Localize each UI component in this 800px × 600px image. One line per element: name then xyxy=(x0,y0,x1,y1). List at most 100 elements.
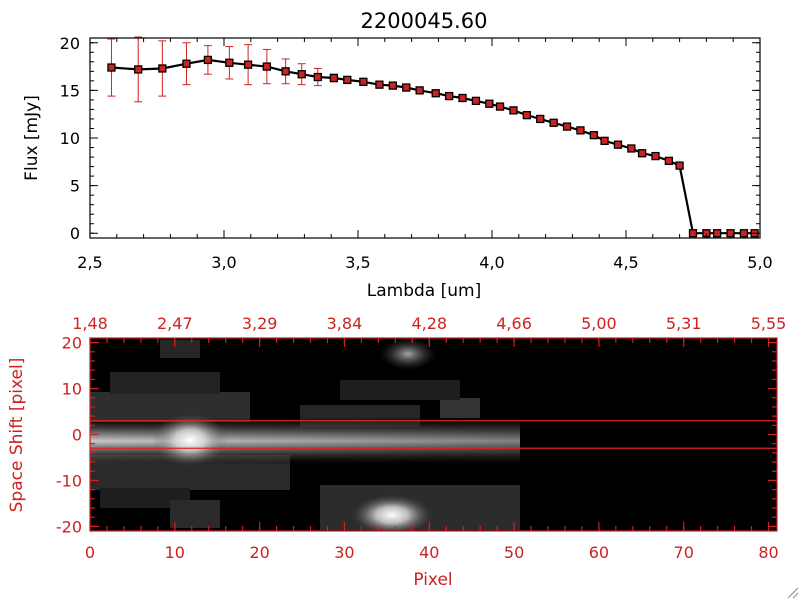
y-tick-label: 0 xyxy=(70,224,80,243)
y-tick-label: -10 xyxy=(56,471,82,490)
x-axis-label: Pixel xyxy=(413,570,452,590)
spectral-image xyxy=(90,338,777,531)
spectrum-data xyxy=(107,36,759,238)
data-point xyxy=(431,89,440,98)
data-point xyxy=(281,67,290,76)
x-tick-label: 3,0 xyxy=(211,253,236,272)
x-tick-label: 50 xyxy=(504,543,524,562)
data-point xyxy=(203,55,213,65)
top-tick-label: 3,29 xyxy=(242,314,278,333)
top-tick-label: 1,48 xyxy=(72,314,108,333)
data-point xyxy=(388,81,397,90)
data-point xyxy=(651,151,660,161)
data-point xyxy=(675,161,684,170)
top-source xyxy=(380,338,436,370)
y-axis-label: Space Shift [pixel] xyxy=(7,358,27,513)
x-tick-label: 2,5 xyxy=(77,253,102,272)
data-point xyxy=(509,106,518,115)
data-point xyxy=(726,229,735,238)
top-tick-label: 5,00 xyxy=(581,314,617,333)
data-point xyxy=(600,136,609,146)
x-axis-label: Lambda [um] xyxy=(367,281,481,301)
x-tick-label: 70 xyxy=(674,543,694,562)
spectrum-axes: 2,5 3,0 3,5 4,0 4,5 5,0 0 5 10 15 20 xyxy=(60,34,773,272)
x-tick-label: 40 xyxy=(419,543,439,562)
image-blob xyxy=(340,380,460,400)
data-point xyxy=(343,75,352,85)
x-tick-label: 80 xyxy=(758,543,778,562)
x-tick-label: 20 xyxy=(249,543,269,562)
data-point xyxy=(225,58,234,67)
y-tick-label: 5 xyxy=(70,177,80,196)
x-tick-label: 5,0 xyxy=(747,253,772,272)
data-point xyxy=(536,114,545,124)
spectral-image-panel: 0 10 20 30 40 50 60 70 80 1,48 2,47 3,29 3,84 4,28 4,6… xyxy=(7,314,786,590)
top-tick-label: 2,47 xyxy=(157,314,193,333)
data-point xyxy=(522,110,531,120)
image-blob xyxy=(90,392,250,422)
data-point xyxy=(485,99,494,108)
data-point xyxy=(375,80,384,89)
primary-source xyxy=(152,414,228,466)
data-point xyxy=(444,91,454,101)
y-tick-label: 20 xyxy=(62,334,82,353)
y-tick-label: 15 xyxy=(60,81,80,100)
data-point xyxy=(562,122,572,131)
image-blob xyxy=(440,398,480,418)
image-blob xyxy=(170,500,220,528)
y-tick-label: -20 xyxy=(56,517,82,536)
data-point xyxy=(589,130,598,140)
data-point xyxy=(613,140,623,149)
data-point xyxy=(262,62,272,71)
image-blob xyxy=(160,340,200,358)
data-point xyxy=(329,73,339,83)
top-tick-label: 5,55 xyxy=(751,314,787,333)
top-tick-label: 4,66 xyxy=(496,314,532,333)
data-point xyxy=(458,93,467,103)
data-point xyxy=(627,144,636,153)
top-tick-label: 5,31 xyxy=(666,314,702,333)
data-point xyxy=(243,60,253,69)
top-tick-label: 4,28 xyxy=(411,314,447,333)
data-point xyxy=(402,83,411,92)
x-tick-label: 3,5 xyxy=(345,253,370,272)
x-tick-label: 0 xyxy=(85,543,95,562)
data-point xyxy=(576,126,585,135)
image-axes: 0 10 20 30 40 50 60 70 80 1,48 2,47 3,29 3,84 4,28 4,6… xyxy=(56,314,786,562)
image-blob xyxy=(110,372,220,394)
spectrum-plot-frame xyxy=(89,37,761,239)
x-tick-label: 60 xyxy=(589,543,609,562)
data-point xyxy=(471,96,481,106)
data-point xyxy=(688,229,698,238)
y-tick-label: 20 xyxy=(60,34,80,53)
resize-grip-icon[interactable] xyxy=(787,587,799,599)
data-point xyxy=(134,65,143,74)
image-blob xyxy=(100,488,190,508)
x-tick-label: 30 xyxy=(334,543,354,562)
y-tick-label: 0 xyxy=(72,426,82,445)
y-tick-label: 10 xyxy=(60,129,80,148)
data-point xyxy=(313,72,322,82)
data-point xyxy=(664,156,674,166)
y-axis-label: Flux [mJy] xyxy=(22,95,42,181)
data-point xyxy=(158,64,167,73)
data-point xyxy=(549,118,558,127)
data-point xyxy=(637,149,647,158)
data-point xyxy=(415,86,424,95)
data-point xyxy=(712,229,722,238)
spectrum-plot: 2200045.60 2,5 3,0 3,5 4,0 4,5 5,0 0 5 10 15 20 La… xyxy=(22,9,773,301)
secondary-source xyxy=(352,495,432,531)
data-point xyxy=(495,102,505,111)
data-point xyxy=(107,63,116,72)
top-tick-label: 3,84 xyxy=(327,314,363,333)
chart-title: 2200045.60 xyxy=(361,9,488,33)
x-tick-label: 4,0 xyxy=(479,253,504,272)
data-point xyxy=(739,229,749,238)
y-tick-label: 10 xyxy=(62,380,82,399)
flux-line xyxy=(111,58,755,235)
data-point xyxy=(359,77,368,86)
x-tick-label: 10 xyxy=(165,543,185,562)
x-tick-label: 4,5 xyxy=(613,253,638,272)
data-point xyxy=(182,59,191,68)
